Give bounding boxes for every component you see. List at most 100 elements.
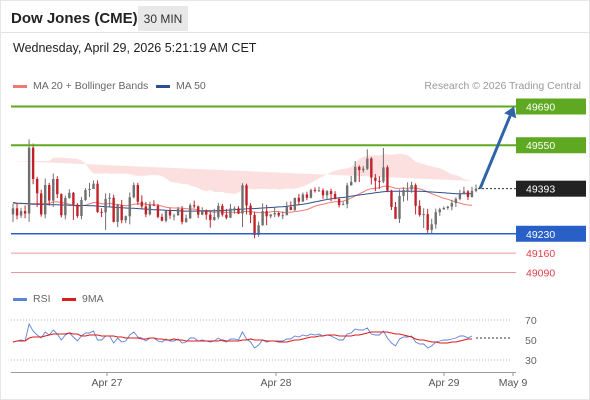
candle [386, 167, 389, 191]
candle [434, 212, 437, 225]
candle [60, 194, 63, 216]
candle [217, 205, 220, 218]
level-49230-badge [516, 225, 586, 242]
candle [410, 185, 413, 190]
candle [329, 191, 333, 194]
candle [188, 205, 192, 219]
candle [273, 213, 276, 215]
candle [398, 195, 401, 219]
level-49160-label: 49160 [526, 248, 555, 260]
candle [68, 192, 71, 199]
candle [164, 210, 168, 221]
candle [438, 209, 441, 213]
candle [27, 147, 31, 214]
candle [80, 200, 83, 217]
candle [430, 224, 433, 230]
bollinger-band [13, 153, 472, 194]
candle [168, 210, 172, 216]
candle [213, 217, 216, 220]
candle [72, 192, 75, 205]
legend-rsi-ma-label: 9MA [82, 293, 104, 305]
legend-ma20: MA 20 + Bollinger Bands [13, 80, 148, 92]
x-tick-label: May 9 [499, 377, 528, 389]
candle [301, 194, 305, 202]
candle [289, 206, 292, 210]
legend-ma50-label: MA 50 [176, 80, 206, 92]
candle [269, 214, 272, 217]
level-49090-label: 49090 [526, 268, 555, 280]
candle [19, 211, 23, 216]
candle [450, 203, 454, 207]
legend-rsi-label: RSI [33, 293, 51, 305]
candle [128, 197, 131, 217]
candle [390, 190, 393, 207]
candle [394, 206, 397, 219]
candle [176, 208, 180, 216]
x-tick-label: Apr 27 [92, 377, 123, 389]
candle [88, 188, 91, 191]
rsi-tick-50: 50 [525, 335, 537, 347]
candle [362, 168, 365, 171]
candle [152, 204, 156, 206]
candle [354, 166, 357, 182]
level-49690-label: 49690 [526, 102, 555, 114]
candle [466, 191, 470, 197]
candle [144, 206, 148, 215]
candle [462, 191, 466, 194]
candle [257, 225, 260, 235]
candle [35, 178, 39, 194]
candle [470, 190, 474, 197]
candle [56, 178, 59, 195]
candle [305, 194, 309, 198]
candle [454, 198, 458, 204]
candle [96, 183, 99, 212]
candle [209, 214, 212, 220]
candle [64, 198, 67, 216]
candle [76, 204, 79, 217]
candle [160, 216, 164, 221]
candle [366, 158, 369, 169]
candle [31, 147, 35, 179]
rsi-tick-70: 70 [525, 315, 537, 327]
level-49690-badge [516, 98, 586, 115]
candle [265, 211, 268, 217]
candle [156, 205, 160, 217]
candle [458, 193, 462, 199]
candle [104, 198, 107, 213]
candle [205, 211, 208, 215]
candle [241, 185, 244, 214]
level-49230-label: 49230 [526, 229, 555, 241]
candle [422, 214, 425, 216]
candle [418, 205, 421, 215]
candle [337, 198, 341, 205]
candle [221, 205, 224, 215]
instrument-title: Dow Jones (CME) [11, 10, 138, 27]
candle [442, 208, 445, 210]
candle [225, 214, 228, 218]
candle [132, 185, 135, 198]
candle [136, 185, 140, 202]
candle [402, 190, 405, 196]
candle [321, 190, 325, 196]
projection-arrow-shaft [478, 115, 512, 190]
candle [100, 211, 103, 213]
timeframe-badge[interactable]: 30 MIN [138, 6, 188, 31]
candle [414, 185, 417, 206]
candle [382, 167, 385, 182]
candle [293, 197, 297, 210]
candle [245, 185, 248, 206]
level-49550-badge [516, 137, 586, 154]
candle [309, 190, 313, 198]
candle [11, 208, 15, 215]
rsi-tick-30: 30 [525, 355, 537, 367]
candle [249, 205, 252, 215]
rsi-line [12, 322, 473, 349]
level-49393-label: 49393 [526, 184, 555, 196]
candle [341, 204, 345, 206]
level-49550-label: 49550 [526, 140, 555, 152]
research-credit: Research © 2026 Trading Central [424, 80, 581, 92]
candle [92, 183, 95, 189]
projection-arrow-head [504, 106, 517, 119]
level-49393-badge [516, 180, 586, 197]
